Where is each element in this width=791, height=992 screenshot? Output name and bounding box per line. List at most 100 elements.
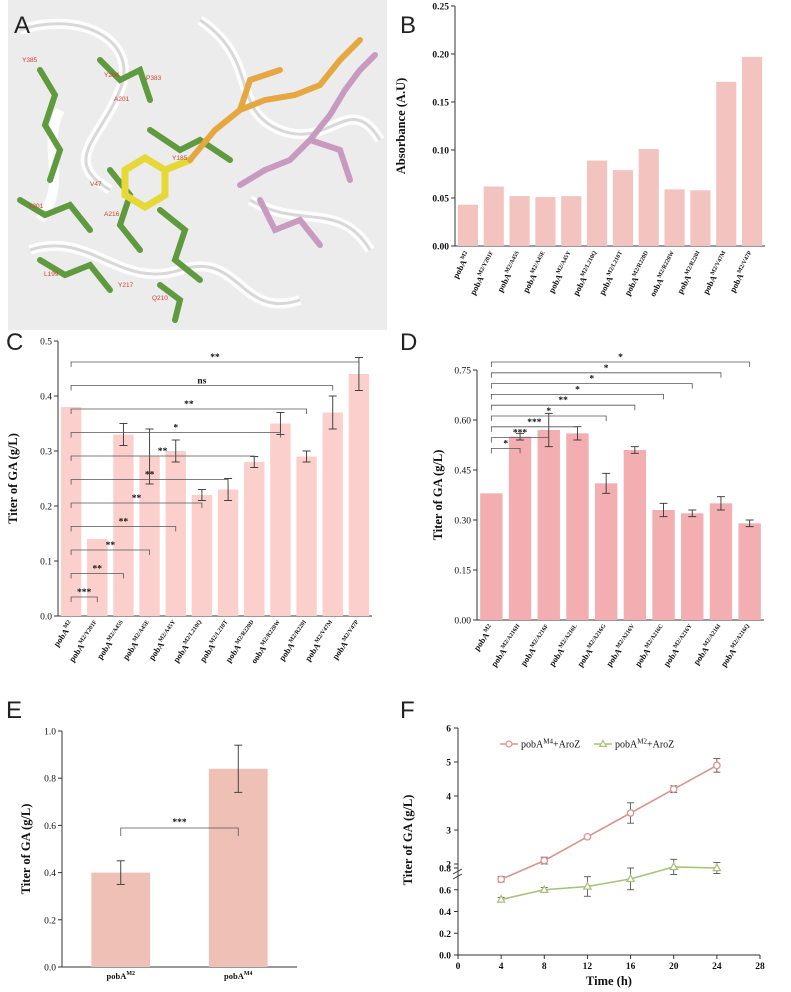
significance-label: ** (158, 447, 168, 457)
residue-label: Y217 (118, 282, 134, 289)
data-point (712, 862, 722, 872)
x-tick-label: 8 (542, 962, 547, 972)
category-base: pobA (718, 646, 738, 669)
category-base: pobA (518, 645, 538, 668)
significance-bracket (70, 502, 203, 508)
legend-sup: M4 (543, 738, 553, 746)
category-sup: M2/R220D (632, 250, 651, 278)
category-sup: M2 (483, 623, 493, 634)
significance-label: ** (210, 353, 220, 363)
significance-bracket (490, 394, 664, 400)
y-tick-label: 0.25 (432, 3, 449, 13)
data-point (582, 881, 593, 890)
residue-label: Q210 (152, 295, 168, 302)
significance-label: ** (132, 494, 142, 504)
legend-suffix: +AroZ (647, 740, 674, 751)
category-base: pobA (633, 646, 653, 669)
category-base: pobA (597, 274, 616, 297)
category-sup: M2 (460, 250, 469, 260)
y-tick-label: 0.3 (40, 448, 52, 458)
data-point (539, 884, 549, 893)
y-tick-label: 0.2 (40, 503, 52, 513)
significance-bracket (490, 383, 693, 389)
y-tick-label: 0.4 (40, 393, 52, 403)
y-tick-label: 0.20 (432, 51, 449, 61)
significance-bracket (490, 437, 550, 443)
category-label: pobAM2 (106, 971, 135, 981)
category-sup: M2/L210Q (182, 619, 203, 646)
bar (60, 407, 82, 616)
panel-f-label: F (400, 697, 415, 724)
significance-label: ** (558, 396, 568, 406)
significance-label: ** (93, 565, 103, 575)
y-tick-label: 0.8 (439, 865, 451, 875)
significance-label: * (575, 385, 580, 395)
y-tick-label: 0.0 (44, 964, 56, 974)
category-sup: M2/L210T (606, 250, 624, 277)
category-sup: M2/V47P (341, 619, 360, 643)
category-base: pobA (197, 641, 217, 664)
category-sup: M2/A216Y (673, 623, 694, 650)
y-tick-label: 0.30 (454, 517, 471, 527)
category-sup: M2/A216H (500, 623, 521, 650)
residue-label: P383 (146, 75, 162, 82)
category-sup: M2 (126, 971, 135, 977)
y-tick-label: 0.1 (40, 558, 52, 568)
x-tick-label: 4 (499, 962, 504, 972)
significance-bracket (70, 526, 177, 532)
category-base: pobA (691, 644, 711, 667)
bar (537, 430, 560, 620)
category-base: pobA (575, 646, 595, 669)
category-base: pobA (495, 271, 514, 294)
y-tick-label: 0.6 (44, 822, 56, 832)
data-point (669, 861, 679, 871)
category-sup: M2/V47M (314, 619, 334, 644)
data-point (583, 832, 592, 841)
category-base: pobA (450, 257, 469, 280)
bar (681, 513, 704, 620)
panel-c-label: C (6, 329, 23, 356)
legend-name: pobA (521, 740, 544, 751)
y-tick-label: 0.4 (439, 908, 451, 918)
residue-label: Y385 (22, 57, 38, 64)
x-tick-label: 0 (456, 962, 461, 972)
data-point (496, 894, 506, 903)
y-tick-label: 0.2 (439, 930, 451, 940)
category-base: pobA (489, 646, 509, 669)
category-sup: M2/A216G (586, 623, 607, 650)
significance-bracket (70, 596, 98, 602)
significance-label: * (604, 364, 609, 374)
category-sup: M2/R220W (260, 619, 282, 647)
y-tick-label: 0.0 (40, 613, 52, 623)
panel-a-label: A (14, 12, 30, 39)
bar (87, 539, 108, 616)
y-tick-label: 0.8 (44, 775, 56, 785)
category-base: pobA (224, 971, 245, 981)
bar (738, 523, 761, 620)
category-label: pobAM2 (51, 619, 76, 648)
category-sup: M2/R220W (657, 250, 676, 279)
y-tick-label: 0.4 (44, 869, 56, 879)
bar (566, 433, 589, 620)
significance-bracket (70, 573, 124, 579)
category-base: oobA (647, 276, 665, 299)
y-tick-label: 0.60 (454, 417, 471, 427)
bar (638, 149, 659, 246)
category-sup: M2 (63, 619, 73, 630)
category-base: pobA (146, 639, 166, 662)
bar (716, 81, 737, 246)
category-sup: M4 (244, 971, 253, 977)
y-tick-label: 0.15 (432, 99, 449, 109)
category-sup: M2/L210Q (580, 250, 599, 278)
significance-bracket (70, 361, 360, 367)
significance-label: *** (172, 818, 187, 828)
category-label: pobAM4 (224, 971, 253, 981)
bar (742, 56, 763, 246)
category-base: pobA (622, 274, 641, 297)
category-base: pobA (471, 630, 491, 653)
y-tick-label: 0.05 (432, 195, 449, 205)
legend-marker (598, 739, 608, 747)
category-base: pobA (604, 646, 624, 669)
category-sup: M2/A45S (106, 619, 125, 643)
